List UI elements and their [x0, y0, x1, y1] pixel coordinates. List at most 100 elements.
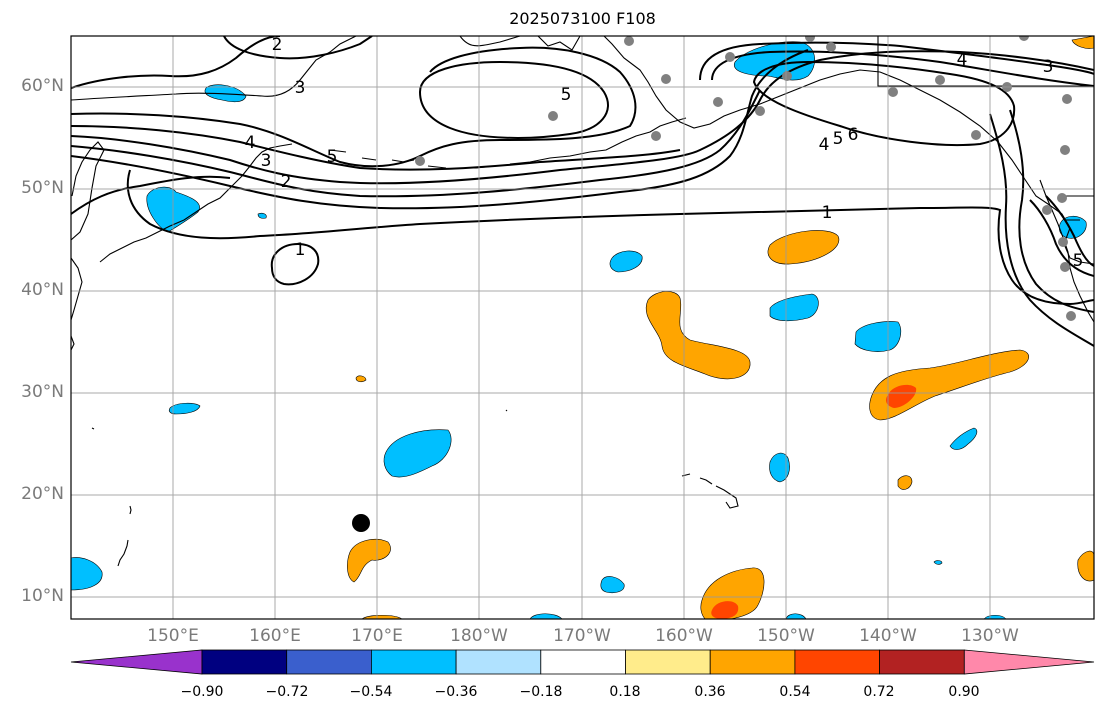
contour-label: 3 — [1043, 57, 1054, 77]
gridlines — [71, 36, 1094, 619]
colorbar-tick-label: −0.54 — [349, 684, 393, 700]
coastline-hawaii — [681, 473, 739, 509]
positive-area — [869, 349, 1029, 421]
contour-label: 3 — [261, 151, 272, 171]
station-dot — [548, 111, 558, 121]
contour-label: 3 — [295, 78, 306, 98]
positive-area — [897, 475, 913, 490]
station-dot — [661, 74, 671, 84]
strong-positive-area — [711, 601, 739, 619]
contour-line — [71, 175, 231, 215]
station-dot — [1060, 262, 1070, 272]
negative-area — [609, 250, 643, 273]
negative-area — [933, 560, 943, 565]
negative-area — [383, 429, 452, 478]
lon-label: 150°E — [147, 626, 199, 646]
contour-label: 1 — [822, 203, 833, 223]
contour-line — [223, 36, 373, 60]
station-dot — [755, 106, 765, 116]
contour-label: 6 — [848, 125, 859, 145]
lat-label: 30°N — [21, 382, 64, 402]
contour-line — [711, 50, 1094, 87]
positive-area — [355, 375, 367, 383]
colorbar-tick-label: −0.72 — [265, 684, 309, 700]
colorbar-tick-label: 0.90 — [948, 684, 980, 700]
contour-label: 1 — [295, 240, 306, 260]
negative-area — [949, 427, 978, 450]
contour-line — [989, 113, 1094, 347]
colorbar-segment — [201, 649, 288, 675]
contour-line — [1045, 195, 1094, 267]
negative-area — [769, 293, 819, 322]
positive-area — [347, 539, 391, 583]
colorbar-extend-low — [70, 649, 203, 675]
station-dot — [415, 156, 425, 166]
colorbar-tick-label: 0.54 — [779, 684, 811, 700]
coastline-kurils — [99, 143, 293, 263]
contour-line — [71, 36, 281, 89]
station-dot — [1060, 145, 1070, 155]
negative-area — [600, 576, 625, 594]
colorbar — [70, 649, 1095, 675]
lat-label: 60°N — [21, 76, 64, 96]
contour-label: 4 — [819, 135, 830, 155]
contour-label: 5 — [1073, 251, 1084, 271]
lon-label: 170°W — [553, 626, 611, 646]
coastline-islands — [91, 409, 508, 567]
lon-label: 130°W — [961, 626, 1019, 646]
colorbar-tick-label: 0.72 — [863, 684, 895, 700]
colorbar-segment — [794, 649, 881, 675]
station-dot — [1019, 36, 1029, 41]
contour-label: 4 — [957, 50, 968, 70]
colorbar-segment — [625, 649, 711, 675]
lon-label: 140°W — [859, 626, 917, 646]
contour-line — [699, 41, 1094, 81]
contour-line — [418, 60, 609, 139]
station-dot — [782, 71, 792, 81]
location-marker — [352, 514, 370, 532]
contour-line — [71, 125, 681, 171]
station-dot — [935, 75, 945, 85]
negative-area — [769, 452, 790, 483]
lon-label: 180°W — [450, 626, 508, 646]
negative-area — [854, 321, 902, 352]
lon-label: 150°W — [757, 626, 815, 646]
negative-area — [257, 212, 267, 219]
lon-label: 170°E — [351, 626, 403, 646]
contour-line — [71, 46, 637, 168]
colorbar-segment — [286, 649, 372, 675]
colorbar-tick-label: −0.36 — [434, 684, 478, 700]
contour-label: 2 — [272, 35, 283, 55]
station-dot — [805, 36, 815, 42]
contour-line — [126, 169, 1094, 306]
map-title: 2025073100 F108 — [509, 9, 656, 28]
lon-label: 160°E — [249, 626, 301, 646]
strong-positive-area — [886, 384, 917, 408]
colorbar-extend-high — [963, 649, 1095, 675]
contour-line — [752, 60, 1016, 147]
positive-area — [1077, 550, 1094, 582]
contour-label: 2 — [281, 172, 292, 192]
lat-label: 50°N — [21, 178, 64, 198]
colorbar-tick-label: −0.18 — [519, 684, 563, 700]
contour-label: 5 — [327, 147, 338, 167]
lat-label: 20°N — [21, 484, 64, 504]
contour-line — [71, 50, 1094, 185]
colorbar-segment — [540, 649, 626, 675]
contour-lines — [71, 36, 1094, 347]
map-border — [70, 35, 1095, 620]
station-dot — [1062, 94, 1072, 104]
contour-line — [1029, 199, 1094, 277]
negative-area — [71, 557, 103, 591]
colorbar-segment — [879, 649, 965, 675]
positive-area — [645, 291, 751, 380]
positive-area — [1071, 36, 1094, 49]
contour-label: 4 — [245, 133, 256, 153]
lat-label: 40°N — [21, 280, 64, 300]
colorbar-tick-label: 0.36 — [694, 684, 726, 700]
contour-line — [71, 49, 809, 210]
contour-line — [270, 242, 320, 286]
station-dot — [1066, 311, 1076, 321]
colorbar-tick-label: 0.18 — [609, 684, 641, 700]
